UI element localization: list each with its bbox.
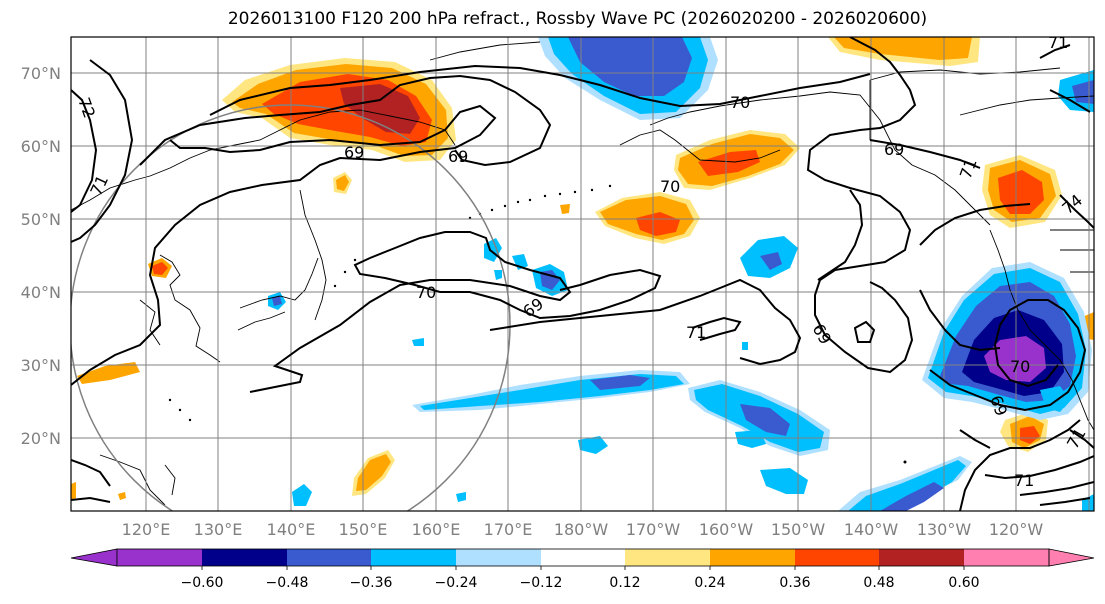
colorbar-segment <box>879 549 964 566</box>
colorbar-tick: −0.60 <box>181 575 224 591</box>
lon-label: 140°W <box>844 520 899 539</box>
contour-line <box>209 64 871 116</box>
lon-label: 120°E <box>122 520 171 539</box>
refractive-index-contours <box>71 37 1094 511</box>
colorbar-tick: −0.48 <box>266 575 309 591</box>
colorbar-segment <box>371 549 456 566</box>
lat-label: 60°N <box>21 137 61 156</box>
lon-label: 130°W <box>917 520 972 539</box>
contour-line <box>249 231 662 393</box>
contour-line <box>919 289 1001 352</box>
lat-label: 30°N <box>21 356 61 375</box>
contour-line <box>71 496 111 503</box>
contour-line <box>489 278 802 366</box>
na-west-coast <box>989 229 1094 431</box>
contour-label: 70 <box>730 93 750 112</box>
contour-label: 70 <box>660 177 680 196</box>
colorbar-segment <box>456 549 541 566</box>
positive-patch-kamchatka <box>340 84 420 134</box>
colorbar: −0.60 −0.48 −0.36 −0.24 −0.12 0.12 0.24 … <box>70 548 1095 591</box>
longitude-labels: 120°E 130°E 140°E 150°E 160°E 170°E 180°… <box>122 520 1044 539</box>
contour-label: 71 <box>1014 471 1034 490</box>
colorbar-segment <box>625 549 710 566</box>
kamchatka-coast <box>299 189 327 321</box>
island-chain <box>168 184 907 464</box>
contour-line <box>1049 89 1091 113</box>
colorbar-tick: −0.36 <box>350 575 393 591</box>
contour-line <box>929 299 1087 412</box>
contour-line <box>806 37 917 374</box>
lon-label: 140°E <box>267 520 316 539</box>
lat-label: 70°N <box>21 64 61 83</box>
contour-line <box>71 104 497 386</box>
colorbar-segment <box>795 549 879 566</box>
colorbar-tick: 0.36 <box>779 575 810 591</box>
filled-fields <box>71 37 1094 511</box>
reference-circle <box>71 104 511 511</box>
colorbar-extend-low <box>70 548 118 567</box>
map-area: 72 71 69 69 70 70 69 71 69 70 69 71 71 7… <box>71 33 1094 511</box>
colorbar-segment <box>541 549 625 566</box>
colorbar-segment <box>710 549 795 566</box>
contour-line <box>919 203 1031 246</box>
colorbar-segment <box>287 549 371 566</box>
alaska-coast <box>649 91 991 226</box>
colorbar-tick: 0.48 <box>863 575 894 591</box>
lon-label: 170°W <box>626 520 681 539</box>
contour-label: 69 <box>448 147 468 166</box>
contour-line <box>1069 429 1094 449</box>
contour-label: 69 <box>344 143 364 162</box>
contour-line <box>1059 194 1094 229</box>
lat-label: 20°N <box>21 429 61 448</box>
colorbar-extend-high <box>1048 548 1095 567</box>
lon-label: 180°W <box>554 520 609 539</box>
asia-coast <box>71 109 456 211</box>
colorbar-tick: −0.24 <box>435 575 478 591</box>
lon-label: 160°W <box>699 520 754 539</box>
contour-line <box>869 139 981 169</box>
colorbar-tick: −0.12 <box>520 575 563 591</box>
contour-line <box>984 455 1094 480</box>
contour-line <box>817 189 864 281</box>
lat-label: 40°N <box>21 283 61 302</box>
map-frame <box>70 36 1095 512</box>
contour-line <box>139 74 552 167</box>
contour-line <box>71 59 134 243</box>
colorbar-segment <box>117 549 202 566</box>
contour-label: 71 <box>1048 33 1068 52</box>
colorbar-tick: 0.12 <box>609 575 640 591</box>
contour-label: 69 <box>884 140 904 159</box>
latitude-labels: 70°N 60°N 50°N 40°N 30°N 20°N <box>21 64 61 448</box>
colorbar-segment <box>964 549 1049 566</box>
contour-label: 71 <box>686 323 706 342</box>
contour-label: 70 <box>1010 357 1030 376</box>
contour-line <box>1039 497 1091 506</box>
contour-labels: 72 71 69 69 70 70 69 71 69 70 69 71 71 7… <box>74 33 1089 490</box>
contour-line <box>959 429 991 449</box>
contour-line <box>691 316 742 341</box>
colorbar-tick: 0.24 <box>694 575 725 591</box>
japan-coast <box>239 257 319 309</box>
contour-line <box>71 459 111 487</box>
lon-label: 150°W <box>771 520 826 539</box>
lon-label: 120°W <box>989 520 1044 539</box>
contour-line <box>959 419 1081 511</box>
lon-label: 160°E <box>412 520 461 539</box>
lon-label: 150°E <box>339 520 388 539</box>
contour-line <box>71 89 98 213</box>
contour-line <box>1019 481 1094 496</box>
contour-line <box>853 320 876 343</box>
lon-label: 130°E <box>194 520 243 539</box>
colorbar-tick: 0.60 <box>948 575 979 591</box>
lon-label: 170°E <box>484 520 533 539</box>
contour-label: 70 <box>416 283 436 302</box>
chart-title: 2026013100 F120 200 hPa refract., Rossby… <box>227 9 928 29</box>
colorbar-segment <box>202 549 287 566</box>
contour-line <box>1039 44 1071 59</box>
lat-label: 50°N <box>21 210 61 229</box>
